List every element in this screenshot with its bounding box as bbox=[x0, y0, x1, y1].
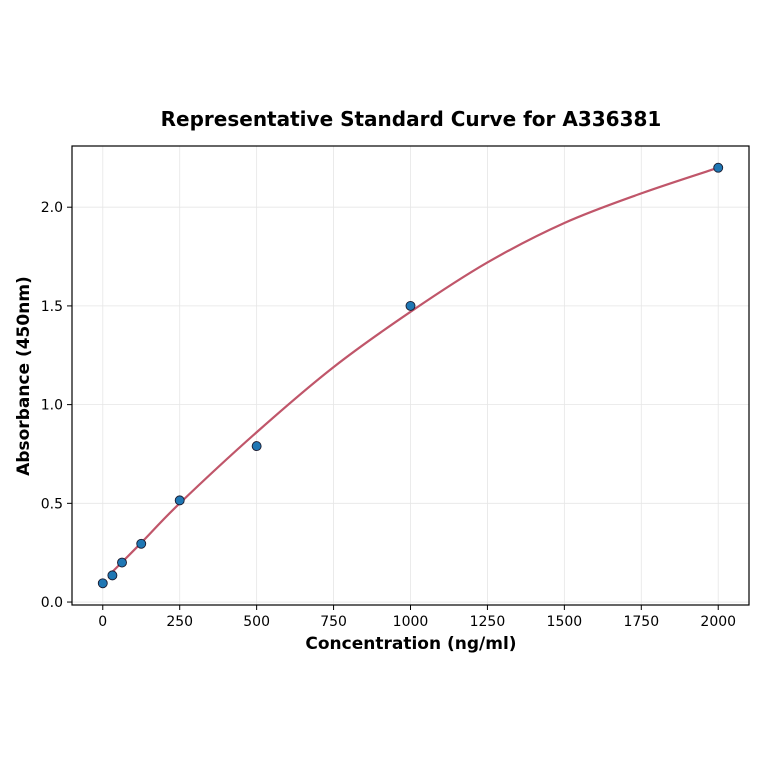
x-tick-label: 2000 bbox=[700, 614, 736, 630]
x-tick-label: 750 bbox=[320, 614, 347, 630]
data-point bbox=[251, 441, 262, 452]
data-point bbox=[174, 495, 185, 506]
x-tick-label: 1500 bbox=[547, 614, 583, 630]
x-tick-label: 0 bbox=[98, 614, 107, 630]
chart-title: Representative Standard Curve for A33638… bbox=[161, 107, 662, 131]
data-point bbox=[405, 300, 416, 311]
y-tick-label: 0.5 bbox=[41, 496, 63, 512]
x-tick-label: 250 bbox=[166, 614, 193, 630]
x-tick-label: 1750 bbox=[623, 614, 659, 630]
y-tick-label: 1.5 bbox=[41, 299, 63, 315]
x-axis-label: Concentration (ng/ml) bbox=[305, 634, 516, 654]
x-tick-label: 1000 bbox=[393, 614, 429, 630]
fit-curve-line bbox=[111, 166, 719, 573]
x-tick-label: 500 bbox=[243, 614, 270, 630]
y-tick-label: 0.0 bbox=[41, 595, 63, 611]
data-point bbox=[107, 570, 118, 581]
data-point bbox=[713, 162, 724, 173]
y-axis-label: Absorbance (450nm) bbox=[14, 276, 34, 476]
data-point bbox=[136, 538, 147, 549]
data-point bbox=[97, 578, 108, 589]
data-point bbox=[117, 557, 127, 568]
x-tick-label: 1250 bbox=[470, 614, 506, 630]
y-tick-label: 1.0 bbox=[41, 398, 63, 414]
y-tick-label: 2.0 bbox=[41, 200, 63, 216]
